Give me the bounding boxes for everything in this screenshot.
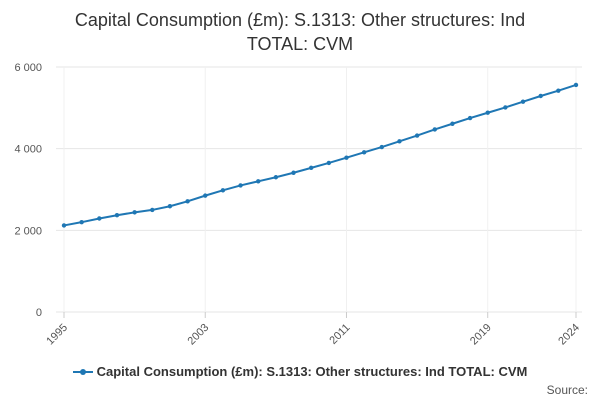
- data-point[interactable]: [150, 207, 155, 213]
- data-point[interactable]: [167, 204, 173, 209]
- data-point[interactable]: [432, 127, 437, 132]
- legend-swatch-icon: [72, 367, 93, 377]
- y-tick-label: 2 000: [14, 225, 42, 237]
- data-point[interactable]: [61, 223, 67, 228]
- grid-layer: [56, 66, 582, 313]
- data-point[interactable]: [538, 93, 543, 99]
- data-point[interactable]: [573, 82, 579, 88]
- data-point[interactable]: [361, 150, 367, 155]
- data-point[interactable]: [256, 179, 261, 184]
- data-point[interactable]: [503, 105, 508, 110]
- data-point[interactable]: [291, 170, 296, 175]
- data-point[interactable]: [185, 199, 190, 204]
- source-label: Source:: [546, 383, 588, 397]
- data-point[interactable]: [326, 160, 332, 166]
- data-point[interactable]: [379, 144, 384, 150]
- legend[interactable]: Capital Consumption (£m): S.1313: Other …: [0, 364, 600, 379]
- x-tick-label: 2024: [556, 322, 582, 348]
- data-point[interactable]: [467, 115, 473, 121]
- y-tick-label: 0: [36, 307, 42, 319]
- chart-title: Capital Consumption (£m): S.1313: Other …: [0, 8, 600, 56]
- chart-title-line-2: TOTAL: CVM: [246, 34, 354, 54]
- data-point[interactable]: [132, 210, 137, 215]
- data-point[interactable]: [397, 139, 402, 144]
- data-point[interactable]: [308, 165, 314, 171]
- chart-title-line-1: Capital Consumption (£m): S.1313: Other …: [74, 10, 526, 30]
- data-point[interactable]: [450, 121, 455, 126]
- series-line: [63, 84, 577, 227]
- data-point[interactable]: [485, 110, 490, 115]
- x-tick-label: 1995: [44, 322, 70, 348]
- data-point[interactable]: [556, 88, 561, 93]
- x-tick-label: 2003: [186, 322, 212, 348]
- data-point[interactable]: [344, 155, 349, 160]
- axis-layer: 0 2 000 4 000 6 000 1995 2003 2011 2019 2024: [14, 62, 582, 347]
- legend-label: Capital Consumption (£m): S.1313: Other …: [96, 364, 528, 379]
- y-tick-label: 6 000: [14, 62, 42, 74]
- data-point[interactable]: [203, 193, 208, 198]
- x-tick-label: 2019: [468, 322, 494, 348]
- y-tick-label: 4 000: [14, 144, 42, 156]
- data-point[interactable]: [97, 216, 102, 221]
- data-point[interactable]: [273, 175, 279, 180]
- data-point[interactable]: [79, 219, 84, 225]
- data-point[interactable]: [114, 213, 120, 218]
- x-tick-label: 2011: [327, 322, 352, 347]
- data-point[interactable]: [238, 183, 243, 188]
- data-point[interactable]: [220, 188, 226, 193]
- data-point[interactable]: [414, 133, 420, 138]
- series-layer: [61, 82, 579, 228]
- data-point[interactable]: [520, 99, 526, 104]
